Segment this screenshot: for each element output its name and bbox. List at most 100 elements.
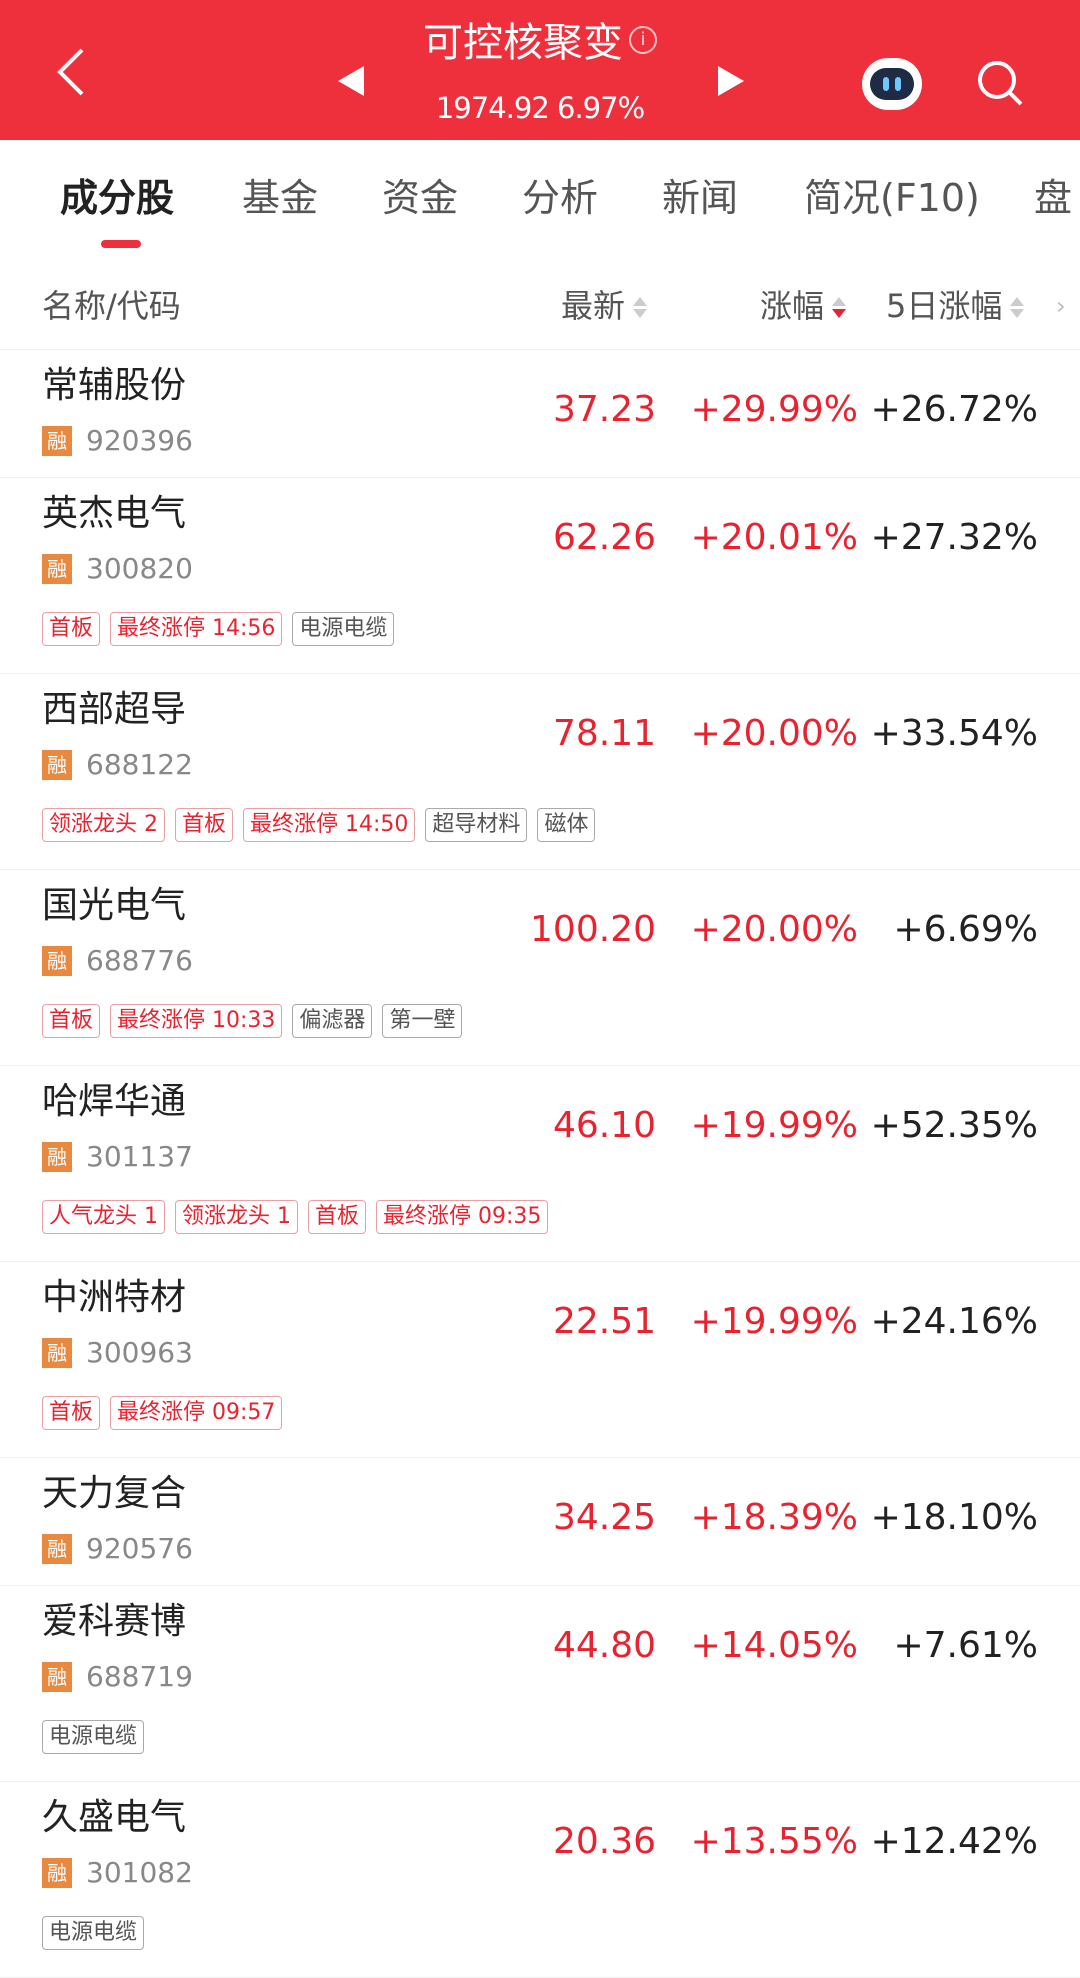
- stock-tag[interactable]: 首板: [42, 1004, 101, 1038]
- tag-list: 电源电缆: [42, 1720, 145, 1754]
- margin-trading-badge: 融: [42, 750, 72, 780]
- stock-tag[interactable]: 超导材料: [425, 808, 528, 842]
- latest-price: 20.36: [552, 1821, 656, 1862]
- margin-trading-badge: 融: [42, 1858, 72, 1888]
- stock-name: 西部超导: [42, 689, 187, 730]
- tab-2[interactable]: 资金: [382, 176, 459, 220]
- sort-icon: [1010, 286, 1025, 326]
- five-day-change: +33.54%: [870, 713, 1038, 754]
- margin-trading-badge: 融: [42, 1662, 72, 1692]
- stock-name: 英杰电气: [42, 493, 187, 534]
- five-day-change: +7.61%: [893, 1625, 1038, 1666]
- col-change5[interactable]: 5日涨幅: [886, 286, 1025, 326]
- stock-tag[interactable]: 人气龙头 1: [42, 1200, 165, 1234]
- sort-icon: [633, 286, 648, 326]
- five-day-change: +27.32%: [870, 517, 1038, 558]
- stock-tag[interactable]: 领涨龙头 1: [175, 1200, 298, 1234]
- latest-price: 62.26: [552, 517, 656, 558]
- tab-0[interactable]: 成分股: [60, 176, 175, 220]
- stock-tag[interactable]: 偏滤器: [292, 1004, 373, 1038]
- stock-row[interactable]: 爱科赛博 融 688719 44.80 +14.05% +7.61% 电源电缆: [0, 1586, 1080, 1782]
- stock-tag[interactable]: 最终涨停 09:35: [376, 1200, 549, 1234]
- change-percent: +19.99%: [690, 1105, 858, 1146]
- col-change[interactable]: 涨幅: [760, 286, 847, 326]
- column-header: 名称/代码 最新 涨幅 5日涨幅 ›: [0, 262, 1080, 350]
- tag-list: 首板 最终涨停 10:33 偏滤器 第一壁: [42, 1004, 463, 1038]
- tab-5[interactable]: 简况(F10): [804, 176, 980, 220]
- stock-code: 920576: [86, 1532, 193, 1565]
- stock-row[interactable]: 国光电气 融 688776 100.20 +20.00% +6.69% 首板 最终涨…: [0, 870, 1080, 1066]
- stock-tag[interactable]: 领涨龙头 2: [42, 808, 165, 842]
- stock-tag[interactable]: 首板: [308, 1200, 367, 1234]
- stock-tag[interactable]: 电源电缆: [42, 1916, 145, 1950]
- stock-tag[interactable]: 最终涨停 09:57: [110, 1396, 283, 1430]
- five-day-change: +6.69%: [893, 909, 1038, 950]
- stock-tag[interactable]: 磁体: [537, 808, 596, 842]
- stock-tag[interactable]: 最终涨停 10:33: [110, 1004, 283, 1038]
- stock-tag[interactable]: 最终涨停 14:56: [110, 612, 283, 646]
- stock-tag[interactable]: 首板: [42, 612, 101, 646]
- search-icon[interactable]: [975, 58, 1025, 108]
- stock-code: 688122: [86, 748, 193, 781]
- change-percent: +20.00%: [690, 713, 858, 754]
- five-day-change: +12.42%: [870, 1821, 1038, 1862]
- previous-sector-arrow-icon[interactable]: [338, 66, 364, 96]
- tag-list: 人气龙头 1 领涨龙头 1 首板 最终涨停 09:35: [42, 1200, 549, 1234]
- tag-list: 电源电缆: [42, 1916, 145, 1950]
- stock-tag[interactable]: 电源电缆: [292, 612, 395, 646]
- margin-trading-badge: 融: [42, 554, 72, 584]
- stock-code: 301137: [86, 1140, 193, 1173]
- latest-price: 22.51: [552, 1301, 656, 1342]
- margin-trading-badge: 融: [42, 1338, 72, 1368]
- five-day-change: +24.16%: [870, 1301, 1038, 1342]
- tab-bar: 成分股 基金 资金 分析 新闻 简况(F10) 盘: [0, 140, 1080, 262]
- info-icon[interactable]: i: [629, 26, 657, 54]
- next-sector-arrow-icon[interactable]: [718, 66, 744, 96]
- stock-code: 300820: [86, 552, 193, 585]
- stock-row[interactable]: 久盛电气 融 301082 20.36 +13.55% +12.42% 电源电缆: [0, 1782, 1080, 1978]
- back-icon[interactable]: [50, 42, 100, 102]
- five-day-change: +52.35%: [870, 1105, 1038, 1146]
- margin-trading-badge: 融: [42, 946, 72, 976]
- five-day-change: +18.10%: [870, 1497, 1038, 1538]
- tag-list: 首板 最终涨停 14:56 电源电缆: [42, 612, 395, 646]
- stock-code: 920396: [86, 424, 193, 457]
- top-bar: 可控核聚变 i 1974.92 6.97%: [0, 0, 1080, 140]
- stock-row[interactable]: 西部超导 融 688122 78.11 +20.00% +33.54% 领涨龙头 …: [0, 674, 1080, 870]
- latest-price: 44.80: [552, 1625, 656, 1666]
- stock-row[interactable]: 常辅股份 融 920396 37.23 +29.99% +26.72%: [0, 350, 1080, 478]
- stock-row[interactable]: 哈焊华通 融 301137 46.10 +19.99% +52.35% 人气龙头 …: [0, 1066, 1080, 1262]
- latest-price: 100.20: [530, 909, 656, 950]
- stock-tag[interactable]: 首板: [175, 808, 234, 842]
- stock-row[interactable]: 英杰电气 融 300820 62.26 +20.01% +27.32% 首板 最终涨…: [0, 478, 1080, 674]
- col-price[interactable]: 最新: [561, 286, 648, 326]
- stock-row[interactable]: 中洲特材 融 300963 22.51 +19.99% +24.16% 首板 最终涨…: [0, 1262, 1080, 1458]
- stock-row[interactable]: 天力复合 融 920576 34.25 +18.39% +18.10%: [0, 1458, 1080, 1586]
- sector-quote: 1974.92 6.97%: [380, 90, 700, 126]
- sector-title: 可控核聚变 i: [380, 18, 700, 68]
- latest-price: 37.23: [552, 389, 656, 430]
- stock-name: 爱科赛博: [42, 1601, 187, 1642]
- latest-price: 46.10: [552, 1105, 656, 1146]
- stock-tag[interactable]: 第一壁: [382, 1004, 463, 1038]
- stock-name: 常辅股份: [42, 365, 187, 406]
- tab-3[interactable]: 分析: [522, 176, 599, 220]
- change-percent: +20.01%: [690, 517, 858, 558]
- scroll-right-icon[interactable]: ›: [1056, 292, 1066, 320]
- margin-trading-badge: 融: [42, 1534, 72, 1564]
- robot-assistant-icon[interactable]: [862, 58, 922, 110]
- change-percent: +14.05%: [690, 1625, 858, 1666]
- tab-1[interactable]: 基金: [242, 176, 319, 220]
- stock-code: 300963: [86, 1336, 193, 1369]
- latest-price: 34.25: [552, 1497, 656, 1538]
- latest-price: 78.11: [552, 713, 656, 754]
- tab-4[interactable]: 新闻: [662, 176, 739, 220]
- tab-6[interactable]: 盘: [1034, 176, 1073, 220]
- index-change: 6.97%: [557, 91, 645, 125]
- stock-tag[interactable]: 电源电缆: [42, 1720, 145, 1754]
- change-percent: +19.99%: [690, 1301, 858, 1342]
- stock-tag[interactable]: 首板: [42, 1396, 101, 1430]
- stock-tag[interactable]: 最终涨停 14:50: [243, 808, 416, 842]
- stock-name: 国光电气: [42, 885, 187, 926]
- change-percent: +29.99%: [690, 389, 858, 430]
